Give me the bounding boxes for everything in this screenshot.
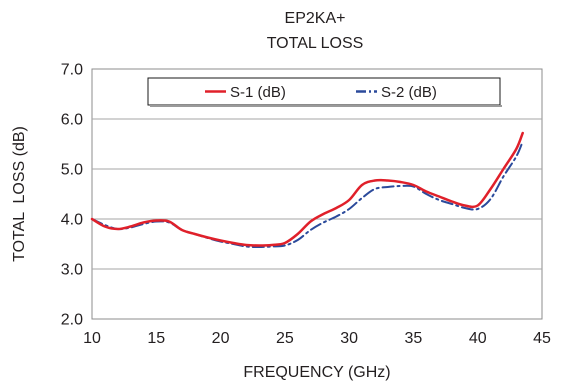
x-tick-label: 15: [147, 330, 165, 347]
y-axis-label: TOTAL LOSS (dB): [11, 126, 28, 262]
series-line-s2: [91, 140, 524, 248]
plot-area: 2.0 3.0 4.0 5.0 6.0 7.0 10 15 20 25 30 35 40 45: [61, 62, 551, 348]
y-tick-label: 7.0: [61, 62, 83, 79]
y-tick-label: 2.0: [61, 312, 83, 329]
y-tick-label: 3.0: [61, 262, 83, 279]
grid: [92, 118, 542, 270]
legend-label-s1: S-1 (dB): [230, 84, 286, 101]
y-tick-label: 4.0: [61, 212, 83, 229]
x-tick-label: 25: [276, 330, 294, 347]
x-tick-label: 45: [533, 330, 551, 347]
legend-shadow: [150, 105, 502, 107]
legend-box: [147, 77, 501, 106]
plot-frame: [91, 68, 543, 320]
x-axis-label: FREQUENCY (GHz): [243, 364, 390, 381]
x-tick-label: 35: [405, 330, 423, 347]
x-tick-label: 30: [340, 330, 358, 347]
y-tick-label: 5.0: [61, 162, 83, 179]
series-line-s1: [90, 131, 524, 247]
x-tick-label: 40: [469, 330, 487, 347]
chart-title: EP2KA+: [285, 10, 346, 27]
x-tick-label: 20: [212, 330, 230, 347]
y-tick-label: 6.0: [61, 112, 83, 129]
x-tick-label: 10: [83, 330, 101, 347]
y-axis: 2.0 3.0 4.0 5.0 6.0 7.0: [61, 62, 83, 329]
legend: S-1 (dB) S-2 (dB): [147, 77, 502, 107]
series-layer: [90, 131, 524, 248]
chart-subtitle: TOTAL LOSS: [267, 35, 364, 52]
x-axis: 10 15 20 25 30 35 40 45: [83, 330, 551, 347]
legend-label-s2: S-2 (dB): [381, 84, 437, 101]
